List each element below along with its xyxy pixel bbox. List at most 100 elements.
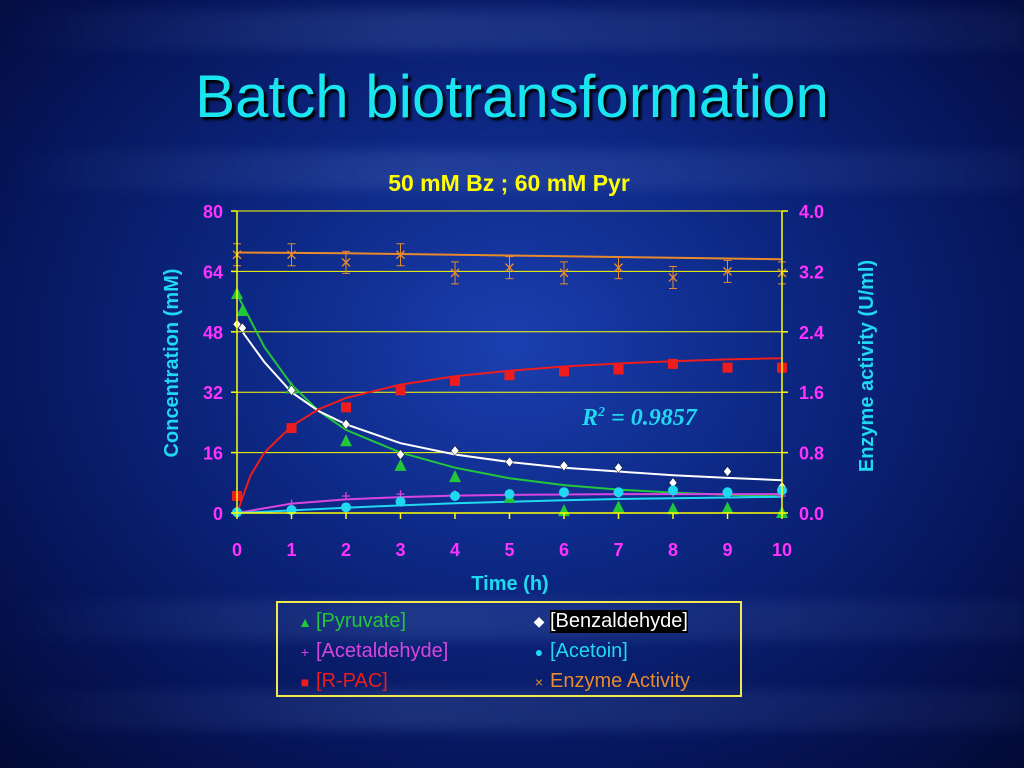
r-squared-superscript: 2 [597,405,605,420]
rpac-point [613,364,624,375]
pyruvate-point [449,470,461,483]
y-tick-label: 32 [203,383,223,403]
enzyme-activity-errorbar [669,265,677,289]
y-tick-label: 48 [203,323,223,343]
rpac-point [286,423,297,434]
benzaldehyde-point [559,460,569,472]
y2-tick-label: 0.0 [799,504,824,524]
x-tick-label: 7 [613,540,623,560]
x-tick-label: 5 [504,540,514,560]
bg-streak-1 [0,10,1024,50]
data-marks [231,243,788,518]
circle-icon: ● [534,643,544,660]
pyruvate-point [340,434,352,447]
benzaldehyde-point [396,449,405,460]
acetoin-point [504,489,515,500]
r-squared-value: = 0.9857 [605,405,698,431]
fit-curve [236,357,783,514]
square-icon: ■ [300,673,310,690]
fit-curves [236,251,783,514]
y2-tick-label: 4.0 [799,202,824,222]
enzyme-activity-errorbar [451,261,459,285]
legend-item-acetoin: ● [Acetoin] [532,640,628,663]
legend-item-enzyme-activity: × Enzyme Activity [532,670,690,693]
bg-streak-2 [0,150,1024,190]
r-squared-annotation: R2 = 0.9857 [581,405,698,431]
axes: 0 16 32 48 64 80 0.0 0.8 1.6 2.4 3.2 4.0 0 1 2 3 4 5 6 7 8 9 1… [203,202,824,560]
pyruvate-point [612,500,625,513]
benzaldehyde-point [505,456,514,468]
y2-tick-label: 1.6 [799,383,824,403]
pyruvate-point [667,502,679,515]
enzyme-activity-errorbar [723,259,732,283]
x-tick-label: 6 [559,540,569,560]
r-squared-main: R [581,405,598,431]
acetaldehyde-point [342,492,350,501]
legend-label: [Acetaldehyde] [316,640,449,662]
rpac-point [722,362,733,373]
acetoin-point [395,496,406,507]
enzyme-activity-errorbar [614,256,623,280]
chart-legend: ▲ [Pyruvate] ◆ [Benzaldehyde] + [Acetald… [276,601,742,697]
y-axis-label: Concentration (mM) [161,269,183,458]
legend-label: [Benzaldehyde] [550,610,688,633]
triangle-icon: ▲ [298,613,312,630]
enzyme-activity-errorbar [560,261,568,285]
acetoin-point [341,502,351,513]
y2-tick-label: 3.2 [799,262,824,282]
diamond-icon: ◆ [533,613,545,629]
rpac-point [559,366,569,377]
y-tick-label: 16 [203,444,223,464]
y-tick-label: 64 [203,262,223,282]
y-tick-label: 0 [213,504,223,524]
pyruvate-point [236,304,249,317]
cross-icon: × [534,673,544,690]
rpac-point [395,385,406,396]
benzaldehyde-point [723,466,732,477]
acetoin-point [450,491,460,502]
enzyme-activity-errorbar [396,243,405,267]
x-tick-label: 2 [341,540,351,560]
x-tick-label: 8 [668,540,678,560]
benzaldehyde-point [614,462,623,474]
enzyme-activity-errorbar [505,256,514,280]
legend-label: Enzyme Activity [550,670,691,692]
x-tick-label: 3 [395,540,405,560]
x-tick-label: 9 [722,540,732,560]
x-tick-label: 10 [772,540,792,560]
benzaldehyde-point [341,418,351,430]
legend-item-pyruvate: ▲ [Pyruvate] [298,610,406,633]
rpac-point [504,370,515,381]
legend-label: [R-PAC] [316,670,388,692]
y2-axis-label: Enzyme activity (U/ml) [856,260,878,472]
rpac-point [341,402,351,413]
legend-item-acetaldehyde: + [Acetaldehyde] [298,640,448,663]
chart-title: 50 mM Bz ; 60 mM Pyr [388,170,630,196]
x-axis-label: Time (h) [471,573,548,595]
acetoin-point [668,485,678,496]
acetoin-point [613,487,624,498]
rpac-point [450,375,460,386]
x-tick-label: 4 [450,540,460,560]
acetoin-point [559,487,569,498]
plus-icon: + [300,643,310,660]
legend-label: [Acetoin] [550,640,628,662]
legend-item-benzaldehyde: ◆ [Benzaldehyde] [532,610,688,633]
acetoin-point [722,487,733,498]
benzaldehyde-point [450,445,460,457]
x-tick-label: 0 [232,540,242,560]
enzyme-activity-errorbar [342,250,350,274]
x-tick-label: 1 [286,540,296,560]
rpac-point [668,358,678,369]
benzaldehyde-point [238,322,247,334]
slide-title: Batch biotransformation [195,63,829,130]
fit-curve [236,251,783,261]
pyruvate-point [394,458,407,471]
y2-tick-label: 2.4 [799,323,824,343]
legend-label: [Pyruvate] [316,610,407,632]
pyruvate-point [721,501,734,514]
enzyme-activity-errorbar [287,243,296,267]
y-tick-label: 80 [203,202,223,222]
bg-streak-3 [0,600,1024,640]
